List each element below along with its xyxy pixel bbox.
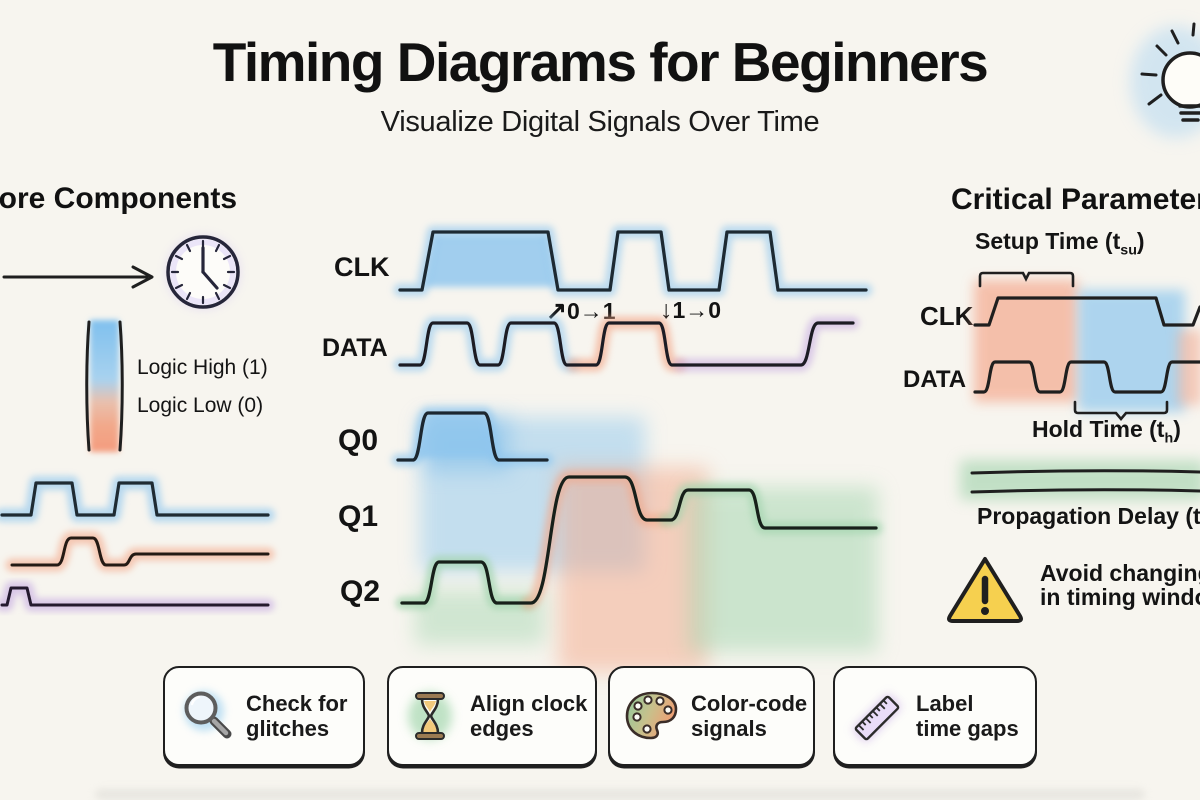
q0-signal-label: Q0 [338,424,379,457]
magnifier-icon [184,691,232,739]
setup-hold-diagram [973,271,1200,422]
fall-arrow-icon: ↓ [660,296,673,324]
sample-waveforms [0,476,275,612]
tip-label-time-gaps: Label time gaps [833,666,1037,766]
logic-low-label: Logic Low (0) [137,394,264,417]
setup-subscript: su [1120,242,1137,259]
purple-pulse-wave [0,586,270,607]
logic-high-label: Logic High (1) [137,356,268,379]
palette-icon [625,691,678,740]
hold-time-label: Hold Time (th) [1032,416,1181,447]
tip-check-glitches: Check for glitches [163,666,365,766]
right-clk-label: CLK [920,301,974,331]
tip-label: Check for glitches [246,691,348,741]
q1-q2-waveform [395,470,883,610]
right-data-label: DATA [903,366,967,393]
clk-signal-label: CLK [334,252,390,282]
tip-color-code-signals: Color-code signals [608,666,815,766]
fall-annotation: ↓1→0 [660,296,721,325]
logic-level-bar [85,320,124,452]
right-data-waveform [973,360,1200,394]
clock-icon [164,233,242,311]
page-subtitle: Visualize Digital Signals Over Time [380,106,820,138]
propagation-delay-diagram [960,460,1200,500]
hold-window-wash [1078,290,1185,412]
q2-signal-label: Q2 [340,575,381,608]
q1-signal-label: Q1 [338,500,379,533]
hold-subscript: h [1164,430,1174,447]
green-wash [688,487,878,652]
warning-line-1: Avoid changing data [1040,560,1200,586]
ruler-icon [852,693,902,743]
tip-align-clock-edges: Align clock edges [387,666,597,766]
blue-square-wave [0,481,270,517]
warning-line-2: in timing window! [1040,584,1200,610]
main-timing-diagram [391,225,883,672]
page-title: Timing Diagrams for Beginners [212,31,989,93]
data-waveform [393,316,860,372]
purple-wave-halo [0,581,275,612]
setup-window-wash [974,280,1078,402]
tip-label: Label time gaps [916,691,1019,741]
warning-triangle-icon [947,557,1023,623]
bottom-shadow-strip [95,789,1145,800]
hourglass-icon [408,692,452,740]
tip-label: Align clock edges [470,691,588,741]
critical-parameters-heading: Critical Parameters [951,183,1200,216]
propagation-wash [960,460,1200,500]
clk-waveform [393,225,873,297]
right-arrow-icon [2,265,154,289]
hold-time-bracket [1073,400,1169,422]
orange-wave-halo [5,531,275,572]
orange-bump-wave [10,536,270,567]
fall-annotation-text: 1→0 [672,297,722,323]
setup-time-bracket [978,271,1075,288]
blue-wave-halo [0,476,275,522]
setup-time-label: Setup Time (tsu) [975,228,1145,259]
right-clk-waveform [973,296,1200,327]
data-signal-label: DATA [322,334,388,362]
lightbulb-icon [1130,22,1200,138]
core-components-heading: Core Components [0,182,238,215]
propagation-delay-label: Propagation Delay (tpd) [977,503,1200,529]
tip-label: Color-code signals [691,691,808,741]
time-arrow-and-clock [2,233,242,311]
q0-waveform [391,406,554,467]
warning-text: Avoid changing data in timing window! [1040,561,1200,609]
